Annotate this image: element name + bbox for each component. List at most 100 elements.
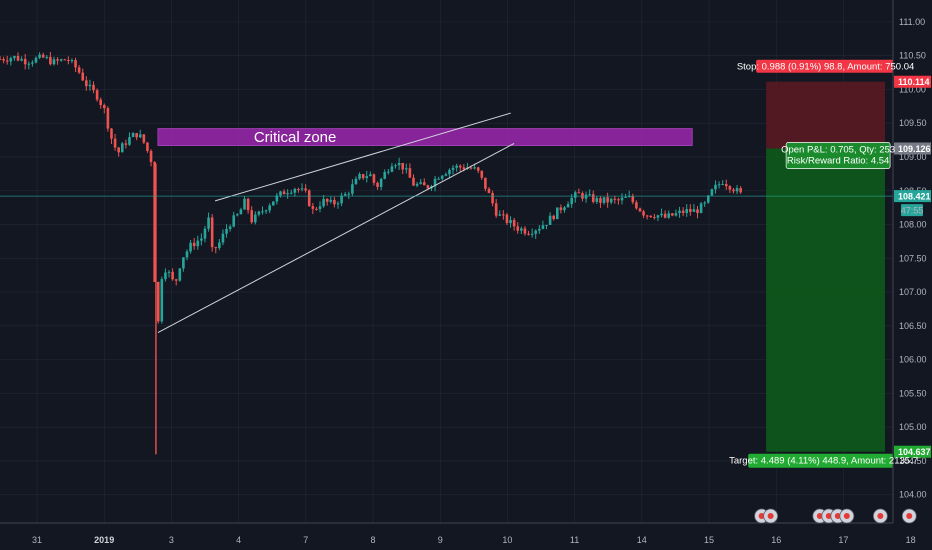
candle-body bbox=[250, 210, 254, 223]
stop-label: Stop: 0.988 (0.91%) 98.8, Amount: 750.04 bbox=[737, 62, 914, 73]
candle-body bbox=[573, 192, 577, 198]
event-flag-dot-icon[interactable] bbox=[825, 513, 832, 519]
candle-body bbox=[577, 192, 581, 194]
candle-body bbox=[138, 134, 142, 138]
price-tick-label: 110.00 bbox=[899, 84, 926, 94]
candle-body bbox=[315, 208, 318, 210]
candle-body bbox=[351, 184, 354, 194]
candle-body bbox=[552, 215, 556, 220]
candle-body bbox=[455, 165, 458, 168]
price-tick-label: 109.50 bbox=[899, 118, 927, 128]
time-axis[interactable]: 31 2019 3 4 7 8 9 10 11 14 15 16 17 18 bbox=[0, 522, 916, 545]
candle-body bbox=[660, 213, 663, 216]
candle-body bbox=[85, 80, 88, 87]
candle-body bbox=[595, 198, 599, 202]
candle-body bbox=[110, 128, 113, 139]
time-tick-label: 17 bbox=[838, 535, 848, 545]
candle-body bbox=[99, 99, 103, 105]
time-tick-label: 3 bbox=[169, 535, 174, 545]
event-flag-dot-icon[interactable] bbox=[843, 513, 850, 519]
position-tool[interactable] bbox=[766, 81, 885, 452]
time-tick-label: 9 bbox=[438, 535, 443, 545]
candle-body bbox=[448, 169, 451, 175]
candle-body bbox=[142, 134, 146, 143]
target-zone[interactable] bbox=[766, 148, 885, 452]
candle-body bbox=[559, 207, 563, 211]
event-flag-dot-icon[interactable] bbox=[906, 513, 913, 519]
candle-body bbox=[322, 198, 325, 207]
candle-body bbox=[692, 209, 696, 212]
candle-body bbox=[167, 271, 171, 273]
candle-body bbox=[512, 219, 516, 227]
candle-body bbox=[307, 190, 311, 207]
event-flag-dot-icon[interactable] bbox=[834, 513, 841, 519]
upper-trendline[interactable] bbox=[214, 112, 511, 202]
candle-body bbox=[685, 208, 689, 213]
candle-body bbox=[656, 215, 660, 218]
candle-body bbox=[225, 228, 228, 234]
stop-zone[interactable] bbox=[766, 81, 885, 149]
price-tick-label: 106.50 bbox=[899, 321, 927, 331]
price-tick-label: 109.00 bbox=[899, 152, 927, 162]
candle-body bbox=[613, 198, 617, 200]
candle-body bbox=[491, 193, 494, 204]
price-tag-text-target: 104.637 bbox=[898, 447, 931, 457]
candle-body bbox=[23, 58, 27, 65]
event-flag-dot-icon[interactable] bbox=[877, 513, 884, 519]
event-flag-dot-icon[interactable] bbox=[816, 513, 823, 519]
price-tag-text-current: 108.421 bbox=[898, 192, 931, 202]
critical-zone-box[interactable] bbox=[157, 128, 693, 147]
candle-body bbox=[498, 214, 502, 216]
event-icons[interactable] bbox=[754, 508, 917, 524]
candle-body bbox=[415, 183, 419, 186]
candle-body bbox=[120, 143, 124, 153]
candle-body bbox=[279, 191, 282, 196]
candle-body bbox=[92, 84, 95, 91]
candle-body bbox=[293, 188, 297, 193]
countdown-box bbox=[901, 204, 923, 217]
candle-body bbox=[714, 184, 717, 190]
candle-body bbox=[221, 233, 225, 243]
time-tick-label: 16 bbox=[771, 535, 781, 545]
candle-body bbox=[156, 281, 160, 322]
candle-body bbox=[502, 214, 505, 216]
candle-body bbox=[0, 59, 2, 61]
candle-body bbox=[189, 242, 192, 252]
trendlines[interactable] bbox=[157, 112, 515, 334]
candle-body bbox=[527, 233, 530, 235]
candle-body bbox=[329, 199, 333, 202]
candle-body bbox=[128, 137, 131, 145]
price-tick-label: 106.00 bbox=[899, 355, 927, 365]
price-tag-entry bbox=[894, 142, 931, 155]
candle-body bbox=[271, 201, 275, 206]
candle-body bbox=[340, 195, 343, 204]
candle-body bbox=[602, 197, 606, 203]
candle-body bbox=[77, 67, 81, 73]
candle-body bbox=[300, 188, 304, 190]
price-tag-text-stop: 110.114 bbox=[898, 77, 930, 87]
candle-body bbox=[555, 207, 559, 220]
candle-body bbox=[185, 251, 189, 258]
candle-body bbox=[617, 199, 620, 201]
candle-body bbox=[545, 224, 548, 226]
candle-body bbox=[74, 60, 77, 68]
candle-body bbox=[699, 203, 703, 213]
critical-zone[interactable] bbox=[157, 128, 693, 147]
candle-body bbox=[67, 60, 70, 62]
candle-body bbox=[627, 196, 631, 198]
candle-body bbox=[257, 211, 261, 215]
candle-body bbox=[153, 162, 156, 282]
event-flag-dot-icon[interactable] bbox=[758, 513, 765, 519]
lower-trendline[interactable] bbox=[157, 143, 515, 334]
candle-body bbox=[239, 209, 243, 215]
price-axis[interactable]: 104.00 104.50 105.00 105.50 106.00 106.50 107.… bbox=[892, 0, 932, 550]
candle-body bbox=[412, 177, 415, 186]
event-flag-dot-icon[interactable] bbox=[767, 513, 774, 519]
candle-body bbox=[182, 257, 185, 269]
candle-body bbox=[516, 226, 520, 231]
zone-label: Critical zone bbox=[254, 129, 337, 146]
time-tick-label: 10 bbox=[502, 535, 512, 545]
price-tag-stop bbox=[894, 75, 931, 88]
candle-body bbox=[261, 211, 264, 213]
